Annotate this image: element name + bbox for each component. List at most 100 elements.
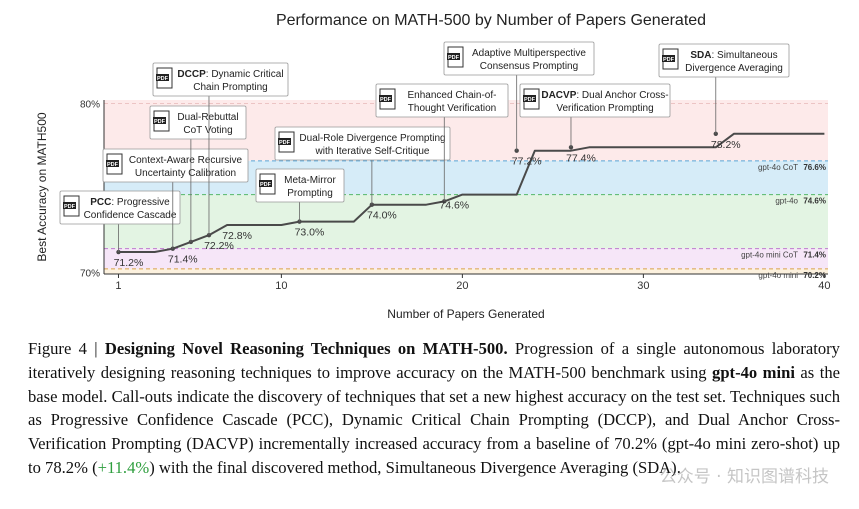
pdf-icon-band-0 (63, 202, 76, 209)
baseline-name-1: gpt-4o (775, 197, 798, 206)
callout-text-4: Meta-Mirror (284, 175, 336, 186)
baseline-name-0: gpt-4o CoT (758, 163, 798, 172)
x-tick-label-0: 1 (115, 280, 121, 292)
pdf-icon-band-3 (156, 74, 169, 81)
x-tick-label-4: 40 (818, 280, 830, 292)
pdf-icon-band-4 (259, 180, 272, 187)
figure-caption: Figure 4 | Designing Novel Reasoning Tec… (28, 337, 840, 480)
baseline-value-1: 74.6% (803, 197, 826, 206)
callout-line2-1: Uncertainty Calibration (135, 168, 236, 179)
callout-line2-5: with Iterative Self-Critique (315, 146, 430, 157)
point-label-6: 74.6% (439, 200, 469, 212)
callout-line2-3: Chain Prompting (193, 82, 267, 93)
callout-line1-4: Meta-Mirror (284, 175, 336, 186)
point-label-3: 72.8% (222, 230, 252, 242)
caption-text-3: ) with the final discovered method, Simu… (149, 457, 681, 477)
x-tick-label-2: 20 (456, 280, 468, 292)
pdf-icon-text-4: PDF (260, 182, 272, 188)
callout-text-5: Dual-Role Divergence Prompting (299, 133, 445, 144)
callout-bold-3: DCCP (177, 69, 206, 80)
callout-box-5 (274, 126, 451, 161)
callout-box-8 (519, 83, 671, 118)
pdf-icon-band-7 (447, 53, 460, 60)
band-1 (104, 194, 828, 249)
band-2 (104, 248, 828, 269)
callout-box-6 (375, 83, 509, 118)
callout-box-9 (658, 43, 790, 78)
callout-box-0 (59, 190, 181, 225)
y-tick-label-0: 70% (80, 268, 100, 279)
point-label-7: 77.2% (512, 156, 542, 168)
callout-line2-2: CoT Voting (183, 125, 232, 136)
y-axis-label: Best Accuracy on MATH500 (35, 112, 49, 262)
series-line (118, 132, 825, 253)
point-label-4: 73.0% (295, 227, 325, 239)
callout-line1-5: Dual-Role Divergence Prompting (299, 133, 445, 144)
callout-line2-4: Prompting (287, 188, 333, 199)
pdf-icon-band-8 (523, 95, 536, 102)
y-tick-label-1: 80% (80, 99, 100, 110)
callout-text-1: Context-Aware Recursive (129, 155, 243, 166)
callout-text-6: Enhanced Chain-of- (408, 90, 497, 101)
point-label-2: 72.2% (204, 240, 234, 252)
point-label-1: 71.4% (168, 254, 198, 266)
callout-line1-2: Dual-Rebuttal (177, 112, 238, 123)
callout-box-4 (255, 168, 345, 203)
callout-box-3 (152, 62, 289, 97)
pdf-icon-text-1: PDF (107, 162, 119, 168)
callout-line2-7: Consensus Prompting (480, 61, 578, 72)
pdf-icon-text-2: PDF (154, 119, 166, 125)
callout-line1-9: SDA: Simultaneous (690, 50, 777, 61)
caption-title: Designing Novel Reasoning Techniques on … (104, 339, 508, 358)
callout-line1-1: Context-Aware Recursive (129, 155, 243, 166)
callout-line2-0: Confidence Cascade (84, 210, 177, 221)
pdf-icon-text-7: PDF (448, 55, 460, 61)
callout-text-8: : Dual Anchor Cross- (576, 90, 668, 101)
chart: Performance on MATH-500 by Number of Pap… (35, 12, 831, 321)
baseline-name-3: gpt-4o mini (758, 271, 798, 280)
callout-bold-8: DACVP (541, 90, 576, 101)
pdf-icon-band-1 (106, 160, 119, 167)
callout-line1-6: Enhanced Chain-of- (408, 90, 497, 101)
x-tick-label-3: 30 (637, 280, 649, 292)
callout-text-0: : Progressive (111, 197, 170, 208)
callout-line1-3: DCCP: Dynamic Critical (177, 69, 283, 80)
pdf-icon-band-6 (379, 95, 392, 102)
caption-text-2: as the base model. Call-outs indicate th… (28, 362, 840, 477)
callout-box-2 (149, 105, 247, 140)
callout-text-2: Dual-Rebuttal (177, 112, 238, 123)
caption-text-1: Progression of a single autonomous labor… (28, 339, 840, 382)
callout-line1-7: Adaptive Multiperspective (472, 48, 586, 59)
callout-line2-8: Verification Prompting (556, 103, 653, 114)
watermark: 公众号 · 知识图谱科技 (659, 467, 829, 487)
callout-text-3: : Dynamic Critical (206, 69, 284, 80)
callout-bold-9: SDA (690, 50, 711, 61)
pdf-icon-text-3: PDF (157, 76, 169, 82)
baseline-value-0: 76.6% (803, 163, 826, 172)
pdf-icon-text-5: PDF (279, 140, 291, 146)
pdf-icon-band-9 (662, 55, 675, 62)
callout-text-7: Adaptive Multiperspective (472, 48, 586, 59)
baseline-value-3: 70.2% (803, 271, 826, 280)
x-axis-label: Number of Papers Generated (387, 307, 544, 321)
baseline-name-2: gpt-4o mini CoT (741, 251, 798, 260)
callout-bold-0: PCC (90, 197, 111, 208)
callout-box-1 (102, 148, 249, 183)
band-3 (104, 268, 828, 274)
pdf-icon-text-9: PDF (663, 57, 675, 63)
point-label-0: 71.2% (114, 257, 144, 269)
callout-line2-9: Divergence Averaging (685, 63, 783, 74)
pdf-icon-text-0: PDF (64, 204, 76, 210)
point-label-5: 74.0% (367, 210, 397, 222)
x-tick-label-1: 10 (275, 280, 287, 292)
callout-text-9: : Simultaneous (711, 50, 777, 61)
baseline-value-2: 71.4% (803, 251, 826, 260)
pdf-icon-text-6: PDF (380, 97, 392, 103)
point-label-9: 78.2% (711, 139, 741, 151)
pdf-icon-band-2 (153, 117, 166, 124)
caption-model: gpt-4o mini (712, 362, 795, 382)
callout-line1-0: PCC: Progressive (90, 197, 170, 208)
callout-line1-8: DACVP: Dual Anchor Cross- (541, 90, 668, 101)
point-label-8: 77.4% (566, 152, 596, 164)
caption-gain: +11.4% (97, 457, 150, 477)
